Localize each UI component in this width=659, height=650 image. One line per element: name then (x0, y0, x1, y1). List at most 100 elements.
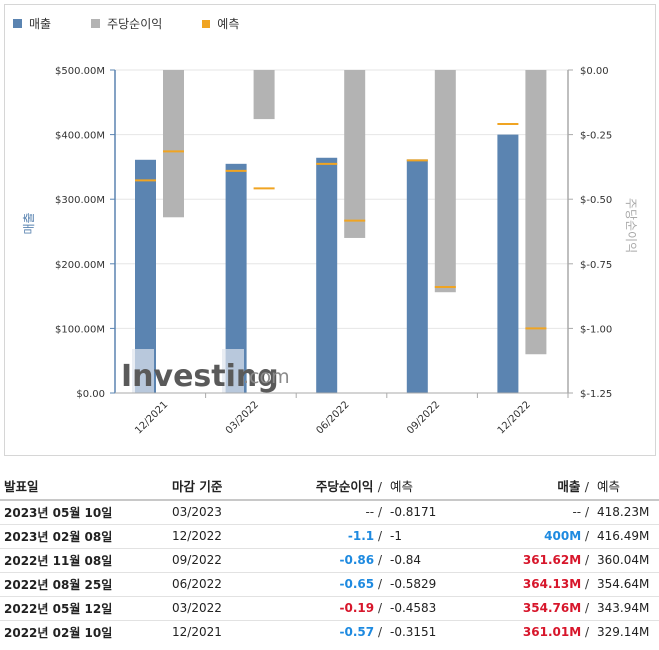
table-header-row: 발표일 마감 기준 주당순이익 / 예측 매출 / 예측 (0, 472, 659, 501)
cell-revenue: 364.13M / (496, 571, 593, 596)
header-period[interactable]: 마감 기준 (168, 472, 288, 501)
separator: / (374, 505, 382, 520)
cell-eps-forecast: -1 (386, 523, 496, 548)
header-eps[interactable]: 주당순이익 / (288, 472, 386, 501)
separator: / (374, 553, 382, 567)
cell-date: 2022년 08월 25일 (0, 571, 168, 596)
eps-bar (344, 70, 366, 238)
legend-item-revenue[interactable]: 매출 (13, 15, 51, 32)
cell-period: 09/2022 (168, 547, 288, 572)
legend-label-eps: 주당순이익 (107, 17, 163, 31)
left-tick-label: $500.00M (55, 66, 105, 77)
cell-eps-value: -0.19 (339, 601, 375, 615)
eps-bar (163, 70, 184, 218)
cell-revenue-value: 400M (544, 529, 582, 543)
cell-eps: -- / (288, 499, 386, 524)
header-eps-forecast[interactable]: 예측 (386, 472, 496, 501)
cell-eps-forecast: -0.84 (386, 547, 496, 572)
cell-eps-forecast: -0.5829 (386, 571, 496, 596)
cell-revenue-forecast: 416.49M (593, 523, 659, 548)
cell-revenue-forecast: 329.14M (593, 619, 659, 644)
earnings-table-area: 발표일 마감 기준 주당순이익 / 예측 매출 / 예측 2023년 05월 1… (0, 472, 659, 644)
cell-eps: -0.86 / (288, 547, 386, 572)
cell-revenue-value: 361.01M (522, 625, 582, 640)
separator: / (374, 601, 382, 615)
header-revenue-sep: / (584, 479, 589, 494)
legend-item-forecast[interactable]: 예측 (202, 15, 239, 32)
eps-bar (253, 70, 275, 120)
watermark-block (132, 349, 154, 393)
revenue-swatch-icon (13, 19, 22, 28)
revenue-bar (497, 134, 519, 393)
cell-period: 12/2021 (168, 619, 288, 644)
separator: / (374, 625, 382, 640)
separator: / (581, 529, 589, 543)
cell-period: 12/2022 (168, 523, 288, 548)
separator: / (581, 553, 589, 567)
revenue-bar (406, 159, 428, 393)
header-revenue-label: 매출 (557, 479, 581, 494)
separator: / (581, 601, 589, 615)
right-tick-label: $0.00 (580, 66, 609, 77)
table-row: 2022년 11월 08일 09/2022 -0.86 /-0.84 361.62M … (0, 547, 659, 572)
x-tick-label: 12/2021 (133, 399, 170, 436)
header-date[interactable]: 발표일 (0, 472, 168, 501)
left-tick-label: $400.00M (55, 131, 105, 142)
right-tick-label: $-0.25 (580, 131, 612, 142)
cell-period: 03/2023 (168, 499, 288, 524)
cell-eps: -0.19 / (288, 595, 386, 620)
cell-date: 2022년 11월 08일 (0, 547, 168, 572)
x-tick-label: 09/2022 (405, 399, 442, 436)
revenue-bar (225, 163, 247, 393)
cell-revenue-value: 354.76M (522, 601, 582, 615)
cell-period: 03/2022 (168, 595, 288, 620)
cell-date: 2023년 05월 10일 (0, 499, 168, 524)
table-row: 2023년 05월 10일 03/2023 -- / -0.8171 -- /418.2… (0, 499, 659, 524)
cell-period: 06/2022 (168, 571, 288, 596)
table-row: 2022년 08월 25일 06/2022 -0.65 /-0.5829 364.13… (0, 571, 659, 596)
chart-legend: 매출 주당순이익 예측 (13, 15, 279, 32)
cell-revenue-forecast: 418.23M (593, 499, 659, 524)
left-axis-title: 매출 (22, 212, 36, 234)
legend-item-eps[interactable]: 주당순이익 (91, 15, 162, 32)
watermark-brand: Investing (121, 359, 279, 394)
cell-revenue: -- / (496, 499, 593, 524)
table-row: 2022년 05월 12일 03/2022 -0.19 /-0.4583 354.76… (0, 595, 659, 620)
header-revenue[interactable]: 매출 / (496, 472, 593, 501)
table-row: 2022년 02월 10일 12/2021 -0.57 /-0.3151 361.01… (0, 619, 659, 644)
cell-eps: -0.57 / (288, 619, 386, 644)
cell-revenue: 400M / (496, 523, 593, 548)
watermark-suffix: .com (243, 366, 290, 388)
earnings-table-body: 2023년 05월 10일 03/2023 -- / -0.8171 -- /418.2… (0, 499, 659, 644)
cell-revenue-forecast: 360.04M (593, 547, 659, 572)
x-tick-label: 03/2022 (224, 399, 261, 436)
eps-bar (434, 70, 456, 293)
right-tick-label: $-0.50 (580, 195, 612, 206)
cell-revenue-forecast: 343.94M (593, 595, 659, 620)
cell-eps-value: -0.86 (339, 553, 375, 567)
left-tick-label: $0.00 (76, 389, 105, 400)
separator: / (374, 577, 382, 591)
left-tick-label: $100.00M (55, 324, 105, 335)
x-tick-label: 06/2022 (314, 399, 351, 436)
x-tick-label: 12/2022 (496, 399, 533, 436)
cell-revenue-value: -- (572, 505, 582, 520)
cell-revenue-value: 364.13M (522, 577, 582, 591)
header-eps-label: 주당순이익 (315, 479, 374, 494)
separator: / (581, 505, 589, 520)
right-axis-title: 주당순이익 (624, 198, 638, 253)
earnings-table: 발표일 마감 기준 주당순이익 / 예측 매출 / 예측 2023년 05월 1… (0, 472, 659, 644)
cell-revenue-forecast: 354.64M (593, 571, 659, 596)
right-tick-label: $-1.00 (580, 324, 612, 335)
left-tick-label: $200.00M (55, 260, 105, 271)
header-revenue-forecast[interactable]: 예측 (593, 472, 659, 501)
cell-eps-forecast: -0.4583 (386, 595, 496, 620)
cell-eps-value: -1.1 (347, 529, 375, 543)
cell-eps-value: -0.65 (339, 577, 375, 591)
watermark-block (222, 349, 244, 393)
cell-revenue: 361.01M / (496, 619, 593, 644)
cell-eps: -0.65 / (288, 571, 386, 596)
table-row: 2023년 02월 08일 12/2022 -1.1 /-1 400M /416.49… (0, 523, 659, 548)
right-tick-label: $-0.75 (580, 260, 612, 271)
cell-eps-value: -0.57 (339, 625, 375, 640)
